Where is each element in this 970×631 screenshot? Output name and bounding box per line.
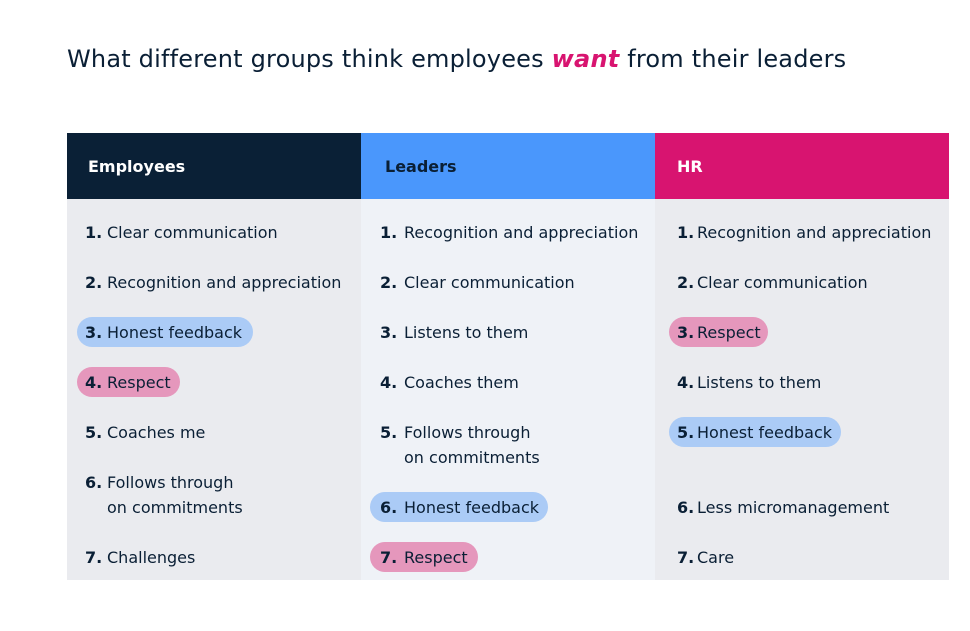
highlight-respect [77, 367, 180, 397]
list-item: 2. Clear communication [380, 273, 575, 292]
list-item: 3. Respect [677, 323, 761, 342]
list-item: 2. Clear communication [677, 273, 868, 292]
list-item: 6. Honest feedback [380, 498, 539, 517]
list-item: 6. Less micromanagement [677, 498, 890, 517]
column-header-leaders: Leaders [361, 133, 655, 199]
highlight-honest-feedback [669, 417, 841, 447]
list-item: 5. Honest feedback [677, 423, 832, 442]
title-emphasis: want [551, 45, 620, 73]
list-item: 4. Respect [85, 373, 171, 392]
list-item: 6. Follows through on commitments [85, 473, 243, 517]
list-item: 2. Recognition and appreciation [85, 273, 342, 292]
list-item: 5. Coaches me [85, 423, 206, 442]
list-item: 7. Care [677, 548, 735, 567]
title-after: from their leaders [619, 45, 847, 73]
list-item: 3. Honest feedback [85, 323, 242, 342]
list-item: 7. Challenges [85, 548, 196, 567]
list-item: 1. Recognition and appreciation [380, 223, 639, 242]
highlight-honest-feedback [77, 317, 253, 347]
column-header-employees: Employees [67, 133, 361, 199]
comparison-table: Employees 1. Clear communication 2. Recogn… [67, 133, 949, 580]
highlight-honest-feedback [370, 492, 548, 522]
column-hr: HR 1. Recognition and appreciation 2. Clea… [655, 133, 949, 580]
highlight-respect [669, 317, 768, 347]
list-item: 4. Coaches them [380, 373, 519, 392]
highlight-respect [370, 542, 478, 572]
column-header-hr: HR [655, 133, 949, 199]
list-item: 3. Listens to them [380, 323, 529, 342]
list-item: 1. Clear communication [85, 223, 278, 242]
list-item: 5. Follows through on commitments [380, 423, 540, 467]
column-leaders: Leaders 1. Recognition and appreciation 2… [361, 133, 655, 580]
column-employees: Employees 1. Clear communication 2. Recogn… [67, 133, 361, 580]
page-title: What different groups think employees wa… [67, 45, 846, 73]
title-before: What different groups think employees [67, 45, 552, 73]
list-item: 4. Listens to them [677, 373, 822, 392]
list-item: 7. Respect [380, 548, 468, 567]
list-item: 1. Recognition and appreciation [677, 223, 932, 242]
